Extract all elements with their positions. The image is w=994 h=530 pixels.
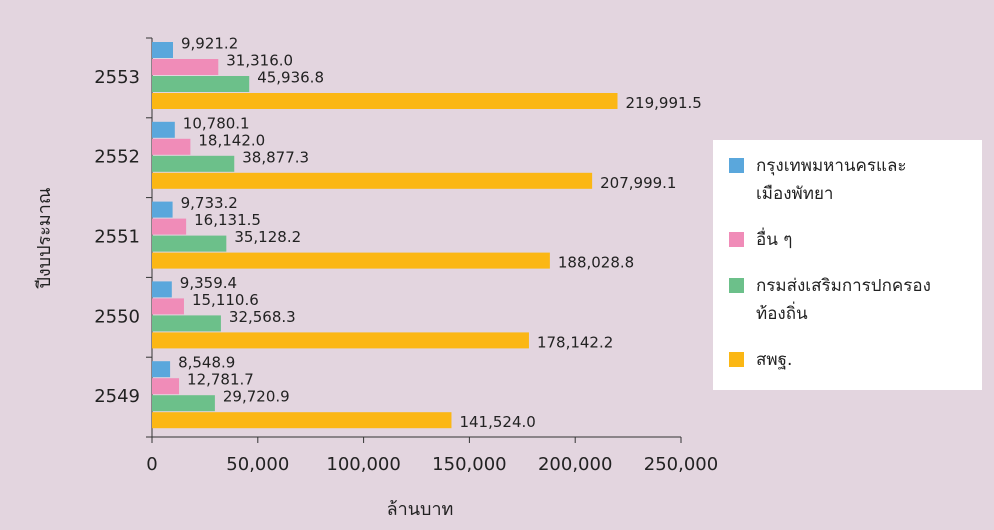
bar — [152, 395, 215, 412]
data-label: 32,568.3 — [229, 308, 296, 326]
data-label: 9,359.4 — [180, 274, 237, 292]
y-tick-label: 2551 — [94, 227, 140, 248]
y-tick-label: 2552 — [94, 147, 140, 168]
x-tick-label: 50,000 — [226, 454, 289, 475]
data-label: 15,110.6 — [192, 291, 259, 309]
y-axis-label: ปีงบประมาณ — [34, 187, 55, 288]
data-label: 219,991.5 — [626, 94, 702, 112]
legend-label: สพฐ. — [756, 350, 793, 370]
bar — [152, 42, 173, 58]
bar — [152, 93, 618, 109]
data-label: 188,028.8 — [558, 254, 634, 272]
bar — [152, 201, 173, 218]
legend-label: อื่น ๆ — [756, 230, 793, 250]
legend-item: กรุงเทพมหานครและ เมืองพัทยา — [729, 152, 972, 208]
x-tick-label: 150,000 — [432, 454, 506, 475]
bar — [152, 138, 191, 155]
data-label: 45,936.8 — [257, 69, 324, 87]
bar — [152, 235, 227, 252]
bar — [152, 332, 529, 349]
data-label: 9,733.2 — [181, 194, 238, 212]
legend-label: กรมส่งเสริมการปกครอง ท้องถิ่น — [756, 276, 931, 324]
data-label: 29,720.9 — [223, 388, 290, 406]
bar — [152, 155, 235, 172]
data-label: 35,128.2 — [234, 228, 301, 246]
x-tick-label: 100,000 — [326, 454, 400, 475]
bar — [152, 281, 172, 298]
data-label: 38,877.3 — [242, 148, 309, 166]
legend-swatch — [729, 278, 744, 293]
bar — [152, 172, 593, 189]
bar — [152, 298, 184, 315]
x-tick-label: 0 — [146, 454, 157, 475]
data-label: 10,780.1 — [183, 114, 250, 132]
data-label: 12,781.7 — [187, 371, 254, 389]
y-tick-label: 2553 — [94, 67, 140, 88]
bar — [152, 315, 221, 332]
data-label: 178,142.2 — [537, 333, 613, 351]
legend-item: กรมส่งเสริมการปกครอง ท้องถิ่น — [729, 272, 972, 328]
legend-swatch — [729, 158, 744, 173]
legend-swatch — [729, 232, 744, 247]
data-label: 141,524.0 — [459, 413, 535, 431]
bar — [152, 252, 550, 269]
data-label: 207,999.1 — [600, 174, 676, 192]
legend-item: สพฐ. — [729, 346, 972, 374]
data-label: 16,131.5 — [194, 211, 261, 229]
data-label: 9,921.2 — [181, 35, 238, 53]
legend: กรุงเทพมหานครและ เมืองพัทยาอื่น ๆกรมส่งเ… — [713, 140, 982, 390]
legend-swatch — [729, 352, 744, 367]
x-tick-label: 250,000 — [644, 454, 718, 475]
x-tick-label: 200,000 — [538, 454, 612, 475]
y-tick-label: 2550 — [94, 306, 140, 327]
bar — [152, 59, 219, 75]
bar — [152, 378, 180, 395]
data-label: 8,548.9 — [178, 354, 235, 372]
bar — [152, 361, 171, 378]
data-label: 31,316.0 — [226, 52, 293, 70]
y-tick-label: 2549 — [94, 386, 140, 407]
legend-item: อื่น ๆ — [729, 226, 972, 254]
bar — [152, 121, 175, 138]
bar — [152, 412, 452, 429]
data-label: 18,142.0 — [198, 131, 265, 149]
bar — [152, 76, 250, 92]
legend-label: กรุงเทพมหานครและ เมืองพัทยา — [756, 156, 907, 204]
x-axis-label: ล้านบาท — [387, 499, 454, 520]
bar — [152, 218, 187, 235]
